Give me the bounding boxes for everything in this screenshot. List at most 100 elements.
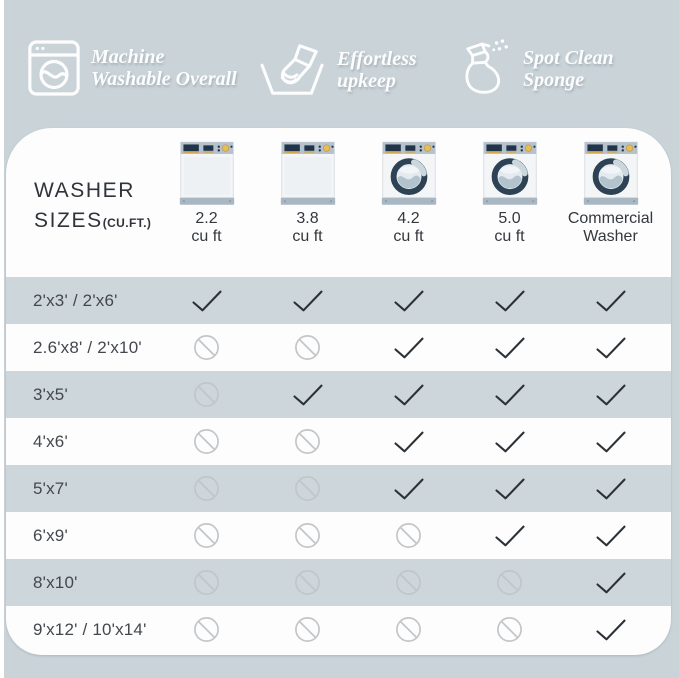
checkmark-icon xyxy=(393,290,424,311)
rug-size-label: 4'x6' xyxy=(33,431,68,451)
feature-machine-washable: Machine Washable Overall xyxy=(28,40,237,96)
prohibited-icon xyxy=(194,429,219,454)
compatibility-cell xyxy=(358,290,459,312)
compatibility-cell xyxy=(459,384,560,406)
washer-size-unit: cu ft xyxy=(191,228,222,246)
compatibility-cell xyxy=(257,475,358,502)
prohibited-icon xyxy=(497,570,522,595)
washer-size-value: 4.2 xyxy=(397,210,420,227)
checkmark-icon xyxy=(595,290,626,311)
hand-wash-icon xyxy=(260,44,324,95)
prohibited-icon xyxy=(194,476,219,501)
checkmark-icon xyxy=(494,478,525,499)
chart-title-line1: WASHER xyxy=(34,179,135,202)
compatibility-cell xyxy=(459,569,560,596)
compatibility-cell xyxy=(560,431,661,453)
table-row: 6'x9' xyxy=(6,512,671,559)
table-row: 5'x7' xyxy=(6,465,671,512)
compatibility-cell xyxy=(257,384,358,406)
compatibility-cell xyxy=(459,337,560,359)
column-header: 5.0 cu ft xyxy=(459,140,560,247)
rug-size-label: 8'x10' xyxy=(33,572,78,592)
compatibility-table-body: 2'x3' / 2'x6' 2.6'x8' / 2'x10' 3'x5' xyxy=(6,277,671,653)
compatibility-cell xyxy=(156,522,257,549)
prohibited-icon xyxy=(295,335,320,360)
prohibited-icon xyxy=(194,335,219,360)
compatibility-cell xyxy=(257,428,358,455)
prohibited-icon xyxy=(295,523,320,548)
washer-front-load-icon xyxy=(481,140,539,206)
prohibited-icon xyxy=(396,570,421,595)
chart-title-units: (CU.FT.) xyxy=(102,215,152,230)
compatibility-cell xyxy=(257,290,358,312)
compatibility-cell xyxy=(156,569,257,596)
feature-label-line: Effortless xyxy=(337,47,417,70)
chart-title: WASHER SIZES(CU.FT.) xyxy=(34,175,151,234)
compatibility-cell xyxy=(257,569,358,596)
prohibited-icon xyxy=(194,382,219,407)
compatibility-cell xyxy=(560,384,661,406)
prohibited-icon xyxy=(194,570,219,595)
prohibited-icon xyxy=(194,523,219,548)
washer-size-chart-card: WASHER SIZES(CU.FT.) 2.2 cu ft 3.8 cu ft xyxy=(6,128,671,655)
prohibited-icon xyxy=(295,570,320,595)
compatibility-cell xyxy=(257,616,358,643)
checkmark-icon xyxy=(595,525,626,546)
prohibited-icon xyxy=(396,617,421,642)
compatibility-cell xyxy=(358,384,459,406)
page-left-edge xyxy=(0,0,4,678)
checkmark-icon xyxy=(595,431,626,452)
checkmark-icon xyxy=(393,337,424,358)
checkmark-icon xyxy=(292,290,323,311)
compatibility-cell xyxy=(156,290,257,312)
washer-size-value: 3.8 xyxy=(296,210,319,227)
washer-column-headers: 2.2 cu ft 3.8 cu ft 4.2 cu ft xyxy=(156,140,661,247)
feature-label-line: Spot Clean xyxy=(523,46,614,69)
table-row: 4'x6' xyxy=(6,418,671,465)
washer-front-load-icon xyxy=(380,140,438,206)
washer-size-unit: cu ft xyxy=(393,228,424,246)
compatibility-cell xyxy=(358,569,459,596)
rug-size-label: 6'x9' xyxy=(33,525,68,545)
washer-size-value: Commercial xyxy=(567,210,654,227)
rug-size-label: 3'x5' xyxy=(33,384,68,404)
column-header: 2.2 cu ft xyxy=(156,140,257,247)
feature-spot-clean: Spot Clean Sponge xyxy=(462,38,614,100)
checkmark-icon xyxy=(191,290,222,311)
feature-effortless-upkeep: Effortless upkeep xyxy=(260,40,417,100)
checkmark-icon xyxy=(494,431,525,452)
compatibility-cell xyxy=(459,525,560,547)
table-row: 9'x12' / 10'x14' xyxy=(6,606,671,653)
checkmark-icon xyxy=(494,525,525,546)
checkmark-icon xyxy=(393,384,424,405)
feature-label-line: Machine xyxy=(91,45,165,68)
spray-bottle-icon xyxy=(465,39,508,94)
compatibility-cell xyxy=(459,616,560,643)
prohibited-icon xyxy=(295,429,320,454)
compatibility-cell xyxy=(358,616,459,643)
checkmark-icon xyxy=(292,384,323,405)
compatibility-cell xyxy=(560,478,661,500)
compatibility-cell xyxy=(156,616,257,643)
compatibility-cell xyxy=(257,522,358,549)
compatibility-cell xyxy=(156,334,257,361)
prohibited-icon xyxy=(295,617,320,642)
compatibility-cell xyxy=(358,337,459,359)
column-header: Commercial Washer xyxy=(560,140,661,247)
checkmark-icon xyxy=(595,572,626,593)
compatibility-cell xyxy=(156,428,257,455)
feature-label-line: upkeep xyxy=(337,70,396,92)
checkmark-icon xyxy=(595,619,626,640)
compatibility-cell xyxy=(560,337,661,359)
washer-size-unit: cu ft xyxy=(292,228,323,246)
checkmark-icon xyxy=(393,431,424,452)
washer-top-load-icon xyxy=(178,140,236,206)
washer-size-value: 2.2 xyxy=(195,210,218,227)
checkmark-icon xyxy=(494,384,525,405)
compatibility-cell xyxy=(459,290,560,312)
prohibited-icon xyxy=(295,476,320,501)
compatibility-cell xyxy=(560,619,661,641)
feature-label-line: Sponge xyxy=(523,69,585,91)
rug-size-label: 5'x7' xyxy=(33,478,68,498)
